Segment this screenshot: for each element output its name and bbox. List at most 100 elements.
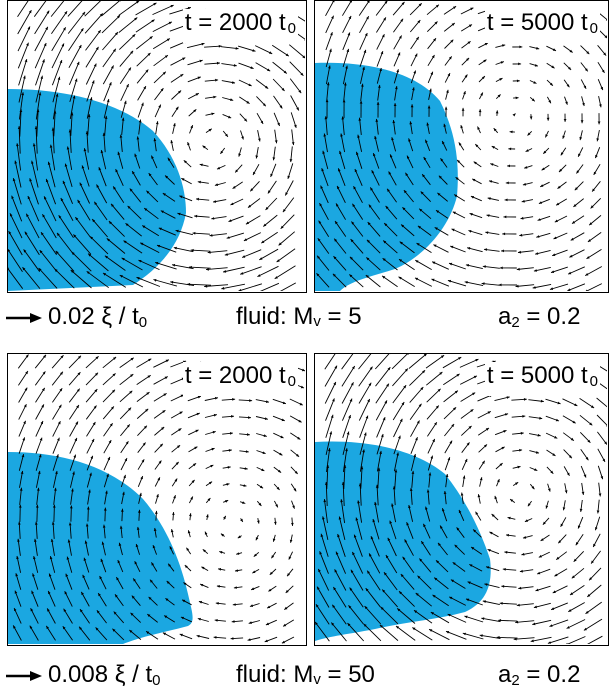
arrow-head xyxy=(24,59,28,63)
arrow-head xyxy=(218,568,222,571)
arrow-head xyxy=(602,458,605,462)
velocity-arrow xyxy=(86,80,95,102)
velocity-arrow xyxy=(342,32,351,51)
arrow-head xyxy=(472,178,476,182)
velocity-arrow xyxy=(392,384,407,404)
arrow-head xyxy=(230,202,234,205)
arrow-head xyxy=(96,610,100,614)
arrow-field xyxy=(12,354,305,644)
arrow-head xyxy=(164,55,168,58)
arrow-head xyxy=(241,136,244,140)
arrow-head xyxy=(111,203,114,207)
arrow-head xyxy=(211,217,215,220)
arrow-head xyxy=(108,82,112,86)
arrow-head xyxy=(329,431,333,435)
arrow-head xyxy=(349,587,353,591)
velocity-arrow xyxy=(351,221,364,237)
velocity-arrow xyxy=(375,366,391,387)
arrow-head xyxy=(177,212,181,216)
arrow-head xyxy=(443,491,447,494)
arrow-head xyxy=(385,555,389,559)
velocity-arrow xyxy=(533,266,551,272)
arrow-head xyxy=(589,422,593,426)
arrow-head xyxy=(556,556,560,560)
arrow-head xyxy=(51,127,55,131)
arrow-head xyxy=(192,231,196,235)
arrow-head xyxy=(468,425,472,429)
arrow-head xyxy=(207,251,211,254)
arrow-head xyxy=(523,536,527,539)
arrow-head xyxy=(348,15,352,20)
velocity-arrow xyxy=(393,418,403,438)
arrow-head xyxy=(367,570,370,574)
arrow-head xyxy=(250,188,254,192)
arrow-head xyxy=(223,270,227,273)
arrow-head xyxy=(38,268,42,272)
arrow-head xyxy=(475,511,479,515)
arrow-head xyxy=(64,591,68,595)
arrow-head xyxy=(606,425,607,427)
velocity-arrow xyxy=(322,150,329,170)
arrow-head xyxy=(331,15,334,19)
arrow-head xyxy=(271,555,275,559)
arrow-head xyxy=(330,32,333,36)
arrow-head xyxy=(399,259,403,262)
arrow-head xyxy=(581,491,585,495)
arrow-head xyxy=(11,195,14,199)
velocity-arrow xyxy=(52,127,55,154)
velocity-arrow xyxy=(365,257,381,271)
arrow-head xyxy=(486,566,490,569)
velocity-arrow xyxy=(413,609,433,624)
velocity-arrow xyxy=(400,573,415,590)
arrow-head xyxy=(74,78,78,82)
arrow-head xyxy=(59,388,63,392)
arrow-head xyxy=(23,404,27,408)
velocity-arrow xyxy=(12,177,22,205)
arrow-head xyxy=(282,401,286,405)
arrow-head xyxy=(136,136,140,140)
velocity-arrow xyxy=(426,388,441,403)
velocity-arrow xyxy=(321,168,329,187)
arrow-head xyxy=(557,185,561,189)
velocity-arrow xyxy=(23,249,41,272)
arrow-head xyxy=(143,425,147,429)
arrow-head xyxy=(108,221,112,225)
velocity-arrow xyxy=(336,185,346,203)
arrow-head xyxy=(447,457,451,461)
arrow-head xyxy=(162,71,166,75)
arrow-head xyxy=(268,588,272,592)
velocity-arrow xyxy=(380,606,399,625)
velocity-arrow xyxy=(221,283,245,290)
arrow-head xyxy=(543,150,547,154)
arrow-head xyxy=(49,144,53,148)
arrow-head xyxy=(446,631,450,634)
arrow-head xyxy=(396,626,400,629)
arrow-head xyxy=(15,573,19,577)
arrow-head xyxy=(563,119,567,122)
arrow-head xyxy=(409,487,413,491)
arrow-head xyxy=(130,374,134,377)
arrow-head xyxy=(167,157,171,161)
arrow-head xyxy=(231,620,235,623)
velocity-arrow xyxy=(143,207,159,220)
arrow-head xyxy=(231,415,234,418)
arrow-head xyxy=(113,357,117,360)
arrow-head xyxy=(68,522,72,526)
velocity-arrow xyxy=(103,82,112,102)
arrow-head xyxy=(73,454,76,458)
arrow-head xyxy=(134,17,138,21)
velocity-arrow xyxy=(342,1,352,16)
arrow-head xyxy=(134,561,138,565)
arrow-field xyxy=(8,1,305,291)
velocity-arrow xyxy=(343,82,347,102)
arrow-head xyxy=(16,556,19,560)
arrow-head xyxy=(67,539,71,543)
velocity-arrow xyxy=(110,203,125,220)
arrow-head xyxy=(566,642,568,644)
velocity-arrow xyxy=(119,50,134,67)
velocity-arrow xyxy=(138,259,160,271)
velocity-arrow xyxy=(50,1,65,17)
arrow-head xyxy=(44,196,47,200)
velocity-arrow xyxy=(52,76,61,103)
